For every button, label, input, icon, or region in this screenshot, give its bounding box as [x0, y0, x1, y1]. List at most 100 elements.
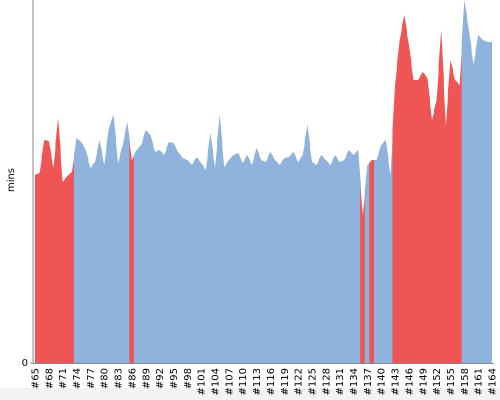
area-segment	[290, 152, 297, 363]
x-tick-label: #140	[377, 368, 388, 395]
area-segment	[295, 157, 301, 363]
area-segment	[263, 157, 269, 363]
area-segment	[415, 76, 421, 363]
x-tick-label: #119	[280, 368, 291, 395]
area-segment	[318, 155, 324, 363]
area-segment	[410, 62, 417, 363]
area-segment	[258, 154, 264, 363]
area-segment	[37, 156, 43, 363]
area-segment	[166, 142, 172, 363]
area-segment	[120, 133, 126, 363]
area-segment	[304, 125, 310, 363]
area-segment	[337, 158, 343, 363]
area-segment	[83, 146, 89, 363]
area-segment	[433, 65, 440, 363]
area-segment	[244, 155, 250, 363]
area-segment	[193, 157, 200, 363]
area-segment	[35, 174, 38, 363]
area-segment	[207, 133, 214, 363]
area-segment	[78, 140, 84, 363]
area-segment	[346, 150, 352, 363]
area-segment	[313, 160, 320, 363]
x-tick-label: #83	[114, 368, 125, 389]
area-segment	[438, 30, 444, 363]
area-segment	[115, 139, 121, 363]
area-segment	[447, 60, 454, 363]
area-segment	[309, 143, 315, 363]
area-segment	[175, 147, 181, 363]
area-segment	[281, 157, 287, 363]
x-tick-label: #86	[127, 368, 138, 389]
area-segment	[97, 140, 103, 363]
area-segment	[300, 140, 306, 363]
area-segment	[221, 141, 227, 363]
area-segment	[143, 130, 149, 363]
area-segment	[420, 72, 426, 363]
area-segment	[253, 148, 260, 363]
x-tick-label: #68	[44, 368, 55, 389]
x-tick-label: #113	[252, 368, 263, 395]
area-segment	[46, 140, 52, 363]
x-tick-label: #164	[488, 368, 499, 395]
x-tick-label: #74	[72, 368, 83, 389]
area-segment	[41, 140, 47, 363]
area-segment	[457, 42, 463, 363]
area-segment	[406, 30, 412, 363]
area-segment	[470, 47, 477, 363]
area-segment	[286, 154, 292, 363]
area-segment	[198, 160, 204, 363]
area-segment	[466, 15, 472, 363]
x-tick-label: #65	[31, 368, 42, 389]
area-segment	[129, 141, 135, 363]
area-segment	[60, 150, 66, 363]
area-segment	[401, 15, 407, 363]
area-segment	[249, 156, 255, 363]
area-segment	[373, 152, 380, 363]
area-segment	[397, 27, 403, 363]
x-tick-label: #116	[266, 368, 277, 395]
area-segment	[64, 174, 70, 363]
area-segment	[157, 150, 163, 363]
area-segment	[203, 151, 209, 363]
x-tick-label: #122	[294, 368, 305, 395]
area-segment	[452, 70, 458, 363]
area-segment	[73, 138, 80, 363]
area-segment	[138, 137, 144, 363]
x-tick-label: #128	[321, 368, 332, 395]
area-segment	[110, 115, 117, 363]
x-tick-label: #95	[169, 368, 180, 389]
area-segment	[429, 99, 435, 363]
area-segment	[133, 147, 140, 363]
area-segment	[180, 155, 186, 363]
area-segment	[212, 141, 218, 363]
area-segment	[235, 153, 241, 363]
y-tick-label: 0	[22, 358, 28, 369]
x-tick-label: #110	[238, 368, 249, 395]
area-segment	[50, 143, 57, 363]
area-segment	[55, 118, 61, 363]
area-segment	[87, 159, 94, 363]
area-segment	[350, 152, 357, 363]
area-segment	[217, 115, 223, 363]
area-segment	[461, 0, 467, 363]
x-tick-label: #104	[211, 368, 222, 395]
area-segment	[230, 154, 237, 363]
area-segment	[106, 121, 112, 363]
area-segment	[267, 152, 274, 363]
area-segment	[161, 148, 167, 363]
x-tick-label: #158	[460, 368, 471, 395]
x-tick-label: #137	[363, 368, 374, 395]
area-segment	[387, 130, 394, 363]
area-segment	[424, 75, 430, 363]
x-tick-label: #161	[474, 368, 485, 395]
area-segment	[147, 132, 154, 363]
x-tick-label: #146	[404, 368, 415, 395]
x-tick-label: #152	[432, 368, 443, 395]
x-tick-label: #101	[197, 368, 208, 395]
area-segment	[369, 160, 375, 363]
area-segment	[272, 156, 278, 363]
area-segment	[332, 155, 338, 363]
area-segment	[92, 151, 98, 363]
area-segment	[323, 157, 329, 363]
